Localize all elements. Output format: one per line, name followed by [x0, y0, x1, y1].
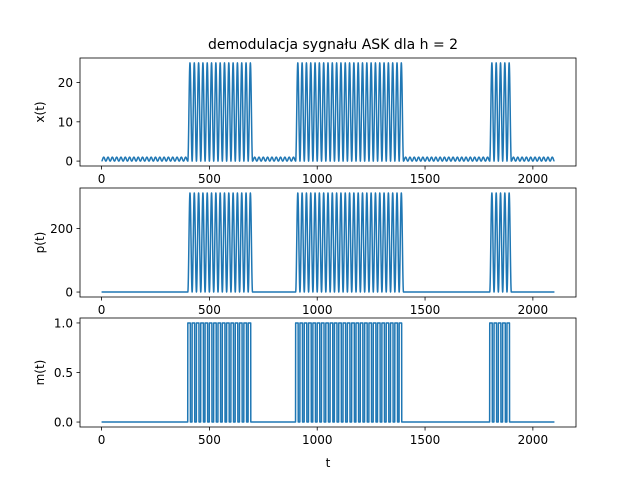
x-tick-label: 2000 — [518, 172, 549, 186]
x-tick-label: 0 — [98, 172, 106, 186]
y-axis-label: m(t) — [33, 360, 47, 386]
subplot-p: 0 500 1000 1500 2000 0 200 p(t) — [33, 187, 577, 317]
y-tick-label: 10 — [58, 115, 73, 129]
series-line-p — [100, 192, 556, 293]
subplot-x: 0 500 1000 1500 2000 0 10 20 x(t) — [33, 57, 577, 186]
series-line-m — [100, 322, 556, 423]
y-tick-label: 0.5 — [54, 366, 73, 380]
x-tick-label: 500 — [198, 433, 221, 447]
y-tick-label: 20 — [58, 76, 73, 90]
x-tick-label: 2000 — [518, 433, 549, 447]
series-line-x — [100, 62, 556, 162]
chart-title: demodulacja sygnału ASK dla h = 2 — [208, 37, 458, 53]
x-tick-label: 0 — [98, 433, 106, 447]
y-tick-label: 200 — [50, 222, 73, 236]
x-tick-label: 2000 — [518, 303, 549, 317]
x-axis-label: t — [326, 456, 331, 470]
subplot-m: 0 500 1000 1500 2000 0.0 0.5 1.0 m(t) — [33, 316, 577, 447]
x-tick-label: 1500 — [410, 303, 441, 317]
axes-frame — [79, 187, 577, 298]
x-tick-label: 0 — [98, 303, 106, 317]
x-tick-label: 1000 — [302, 303, 333, 317]
y-axis-label: p(t) — [33, 232, 47, 254]
axes-frame — [79, 57, 577, 167]
x-tick-label: 1500 — [410, 172, 441, 186]
axes-frame — [79, 317, 577, 428]
y-tick-label: 0 — [65, 286, 73, 300]
x-tick-label: 500 — [198, 303, 221, 317]
x-tick-label: 500 — [198, 172, 221, 186]
x-tick-label: 1000 — [302, 433, 333, 447]
x-tick-label: 1500 — [410, 433, 441, 447]
y-tick-label: 0.0 — [54, 416, 73, 430]
y-tick-label: 1.0 — [54, 316, 73, 330]
y-axis-label: x(t) — [33, 101, 47, 122]
x-tick-label: 1000 — [302, 172, 333, 186]
y-tick-label: 0 — [65, 155, 73, 169]
